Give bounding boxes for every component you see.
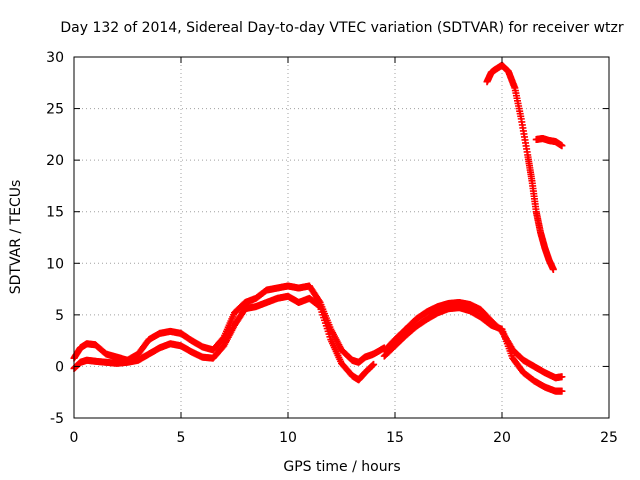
data-series	[70, 61, 566, 395]
y-tick-label: 5	[55, 308, 64, 324]
y-tick-label: 20	[46, 153, 64, 169]
series-trace-e	[483, 61, 557, 273]
plot-frame	[73, 56, 610, 419]
y-tick-label: 15	[46, 205, 64, 221]
y-tick-label: 30	[46, 50, 64, 66]
y-tick-label: 10	[46, 256, 64, 272]
data-point	[558, 373, 566, 381]
x-tick-label: 15	[386, 430, 404, 446]
x-tick-label: 0	[70, 430, 79, 446]
y-axis-label: SDTVAR / TECUs	[8, 180, 24, 295]
data-point	[558, 387, 566, 395]
y-tick-label: -5	[50, 411, 64, 427]
data-point	[558, 142, 566, 150]
x-axis-label: GPS time / hours	[283, 459, 400, 475]
axis-ticks: 0 5 10 15 20 25 -5 0 5 10 15 20 25 30	[46, 50, 618, 446]
grid-lines	[74, 57, 609, 418]
x-tick-label: 20	[493, 430, 511, 446]
x-tick-label: 10	[279, 430, 297, 446]
data-point	[370, 360, 378, 368]
series-trace-f	[532, 134, 566, 150]
data-point	[549, 265, 557, 273]
series-trace-b	[70, 292, 378, 384]
chart-title: Day 132 of 2014, Sidereal Day-to-day VTE…	[60, 20, 624, 36]
series-trace-d	[380, 304, 566, 395]
x-tick-label: 25	[600, 430, 618, 446]
x-tick-label: 5	[177, 430, 186, 446]
y-tick-label: 25	[46, 102, 64, 118]
y-tick-label: 0	[55, 359, 64, 375]
